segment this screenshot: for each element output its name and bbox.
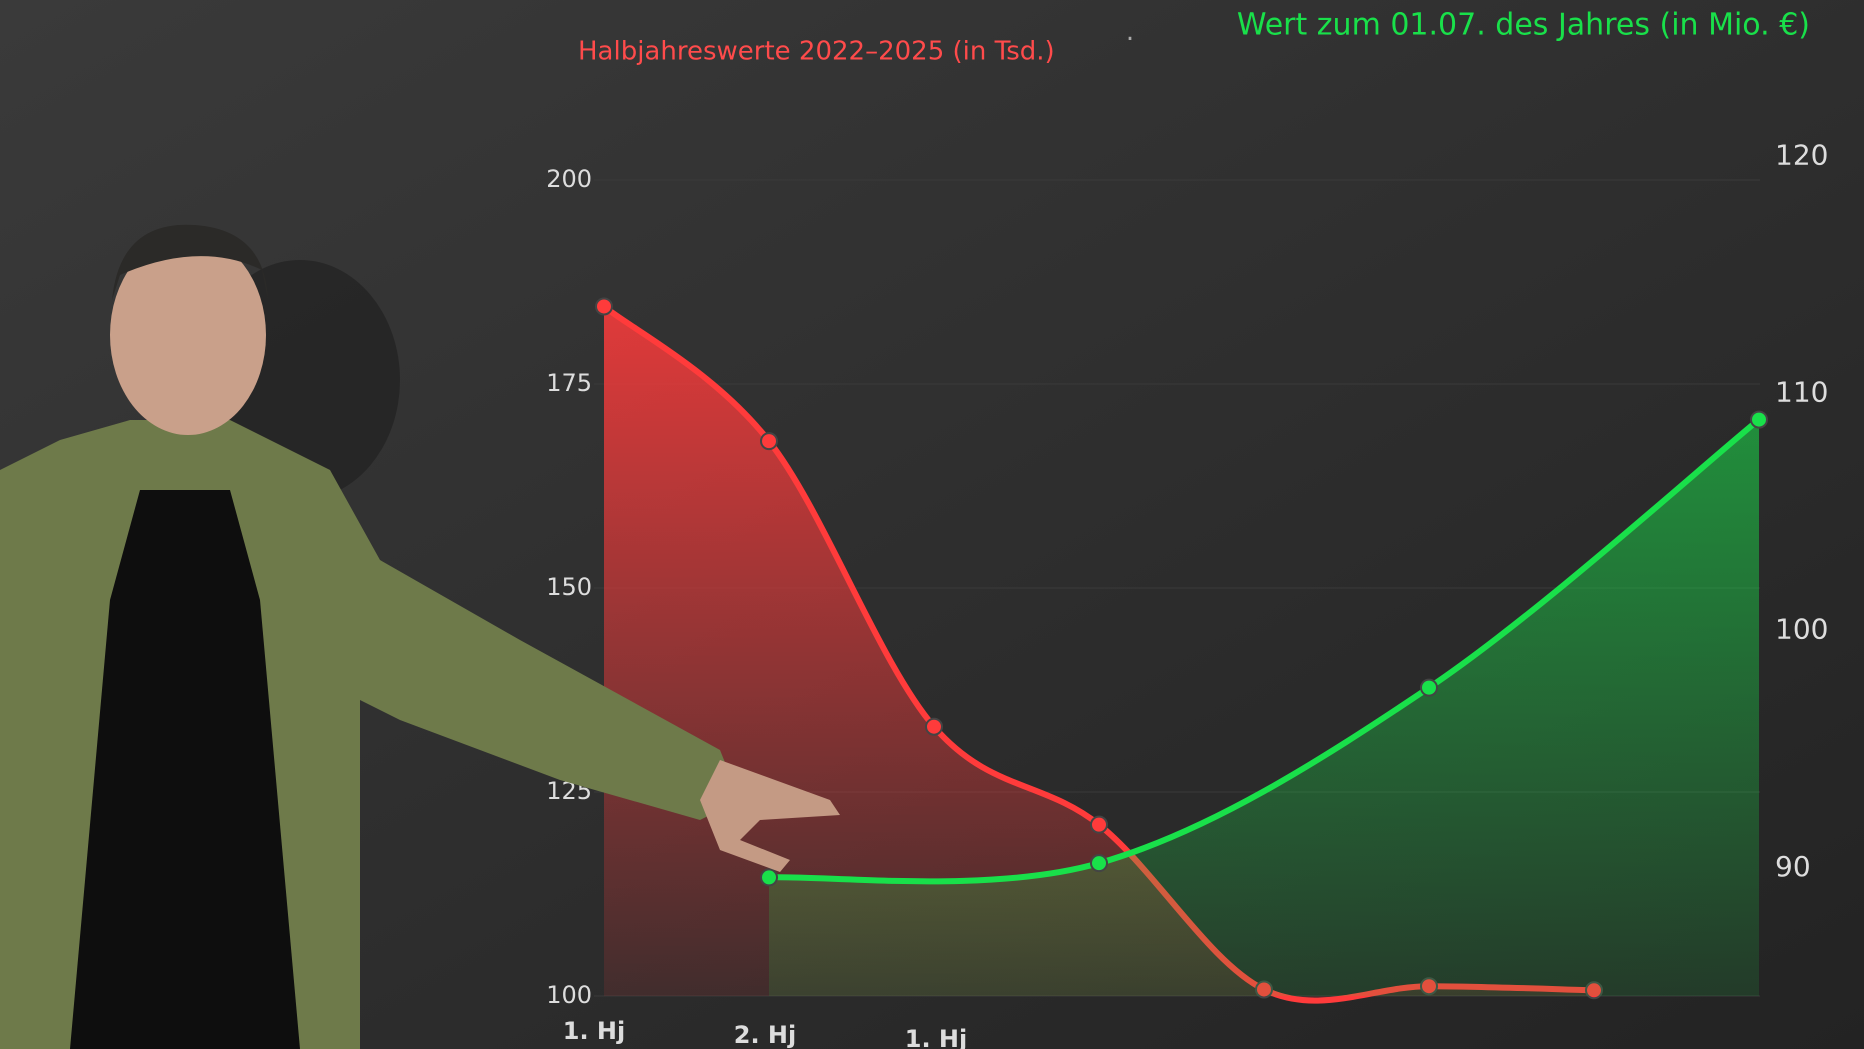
presenter <box>0 224 840 1049</box>
hair <box>112 224 268 300</box>
y2-axis-title: Wert zum 01.07. des Jahres (in Mio. €) <box>1237 8 1810 43</box>
y-tick-label: 200 <box>546 165 592 193</box>
y2-tick-label: 110 <box>1775 375 1828 408</box>
point <box>595 297 613 316</box>
y-tick-label: 150 <box>546 573 592 601</box>
point <box>1420 678 1438 697</box>
point <box>925 717 943 736</box>
x-tick-label: 1. Hj <box>905 1025 967 1049</box>
y2-tick-label: 90 <box>1775 850 1811 883</box>
point <box>760 868 778 887</box>
x-tick-label: 1. Hj <box>563 1017 625 1045</box>
y-tick-label: 175 <box>546 369 592 397</box>
shirt <box>70 490 300 1049</box>
head <box>110 235 266 435</box>
y2-tick-label: 120 <box>1775 138 1828 171</box>
y-axis-title: Halbjahreswerte 2022–2025 (in Tsd.) <box>578 37 1055 67</box>
point <box>1090 815 1108 834</box>
point <box>1750 410 1768 429</box>
separator: · <box>1126 25 1134 55</box>
line <box>768 417 1761 885</box>
area <box>769 419 1759 996</box>
point <box>1090 854 1108 873</box>
point <box>760 432 778 451</box>
area <box>604 306 1594 1001</box>
x-tick-label: 2. Hj <box>734 1021 796 1049</box>
hand <box>700 760 840 872</box>
y-tick-label: 100 <box>546 981 592 1009</box>
y2-tick-label: 100 <box>1775 613 1828 646</box>
